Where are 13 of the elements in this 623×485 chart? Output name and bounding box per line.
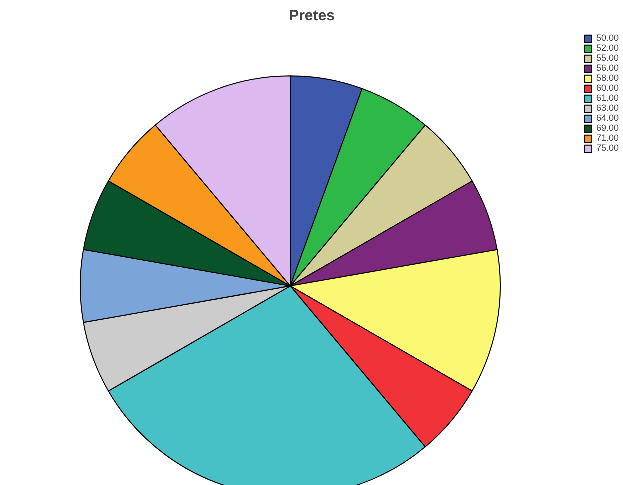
legend-label: 55.00 bbox=[596, 53, 619, 63]
legend-label: 60.00 bbox=[596, 83, 619, 93]
legend-label: 58.00 bbox=[596, 73, 619, 83]
legend-label: 63.00 bbox=[596, 103, 619, 113]
legend-label: 61.00 bbox=[596, 93, 619, 103]
legend-label: 64.00 bbox=[596, 113, 619, 123]
chart-title: Pretes bbox=[289, 8, 335, 24]
legend-label: 52.00 bbox=[596, 43, 619, 53]
legend-label: 56.00 bbox=[596, 63, 619, 73]
legend-label: 50.00 bbox=[596, 33, 619, 43]
legend-label: 75.00 bbox=[596, 143, 619, 153]
legend-label: 71.00 bbox=[596, 133, 619, 143]
legend-label: 69.00 bbox=[596, 123, 619, 133]
